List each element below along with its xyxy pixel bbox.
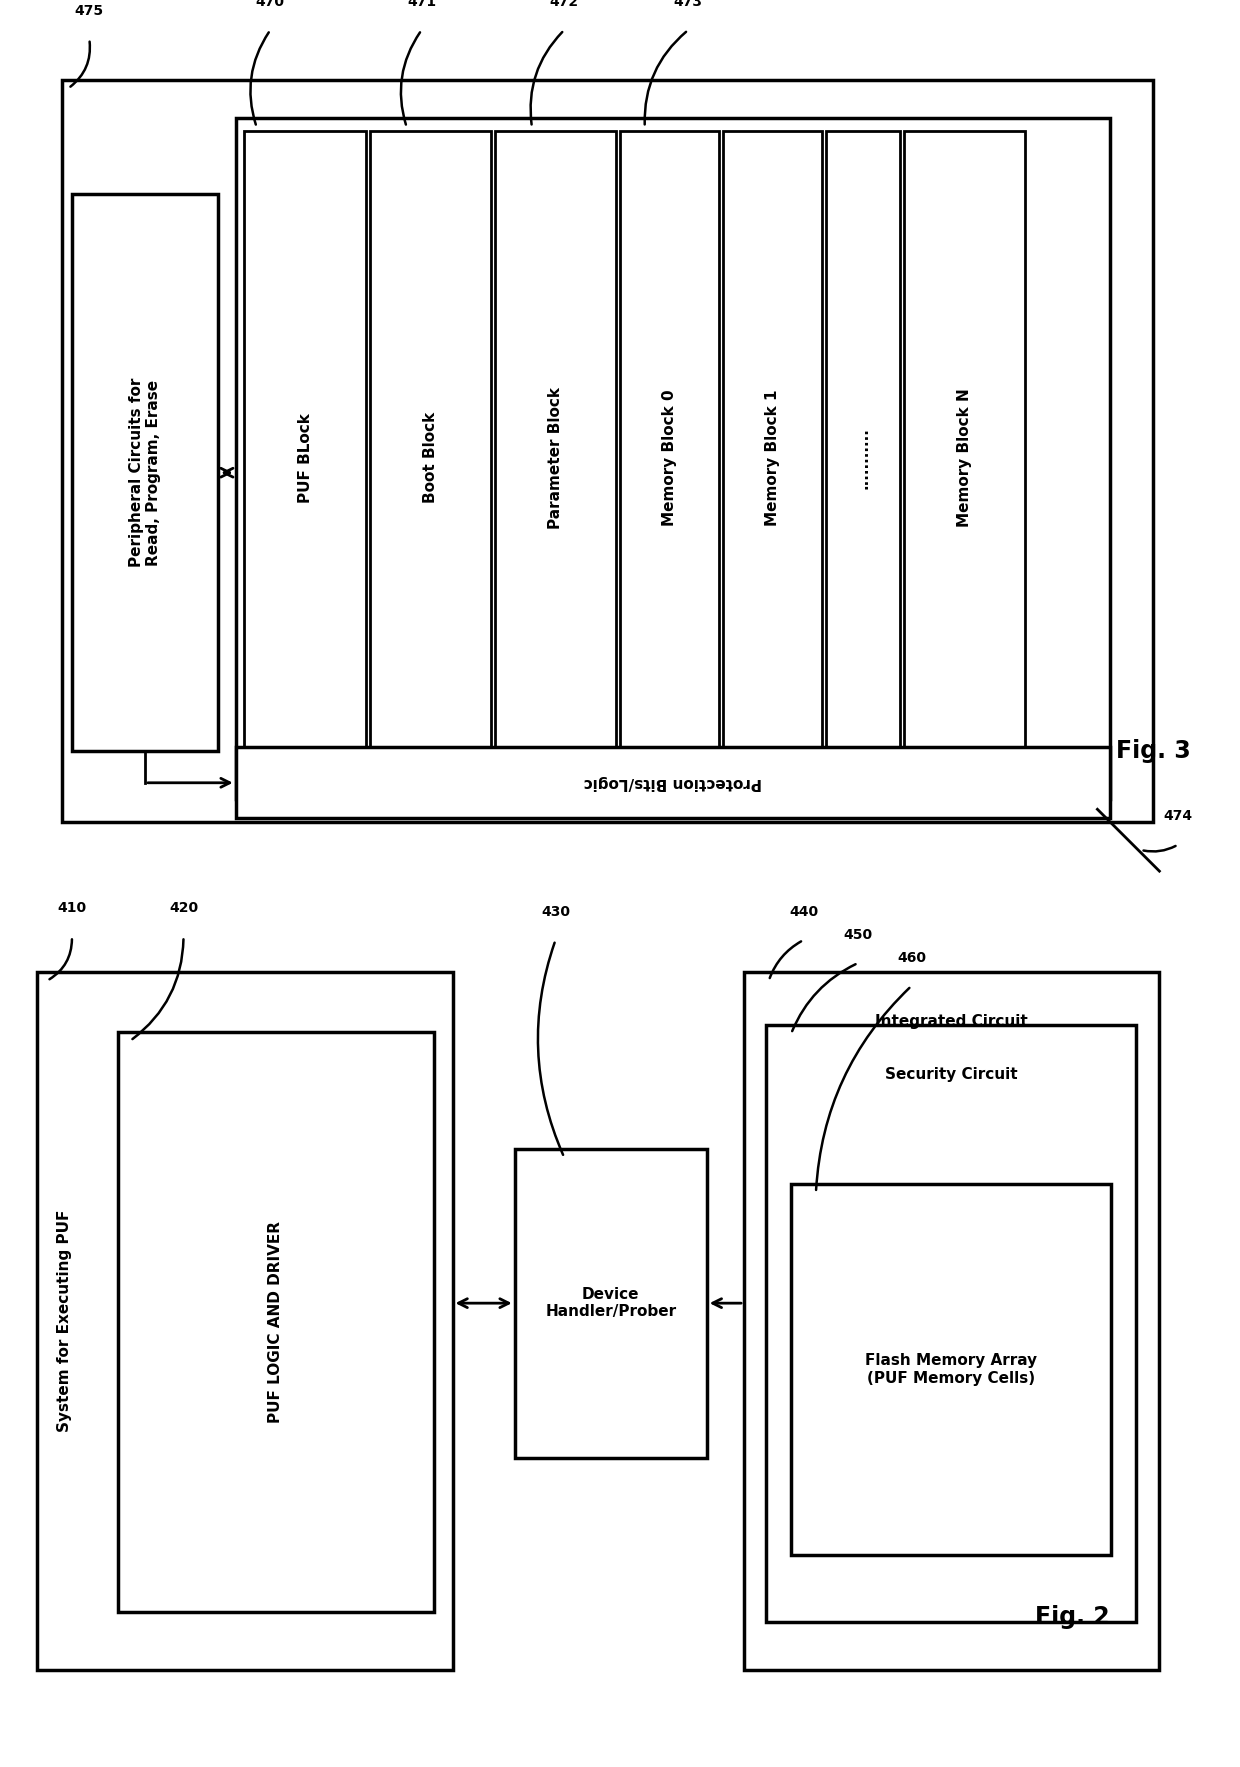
Text: 471: 471 [407, 0, 436, 9]
Bar [236, 118, 1110, 799]
Text: Fig. 2: Fig. 2 [1035, 1604, 1110, 1629]
Text: Protection Bits/Logic: Protection Bits/Logic [584, 776, 761, 790]
Bar [118, 1032, 434, 1612]
Text: 473: 473 [673, 0, 703, 9]
Text: Peripheral Circuits for
Read, Program, Erase: Peripheral Circuits for Read, Program, E… [129, 378, 161, 567]
Text: System for Executing PUF: System for Executing PUF [57, 1210, 72, 1431]
Text: 472: 472 [549, 0, 579, 9]
Bar [723, 131, 822, 785]
Text: 475: 475 [74, 4, 104, 18]
Bar [37, 972, 453, 1670]
Text: Parameter Block: Parameter Block [548, 387, 563, 528]
Bar [495, 131, 616, 785]
Text: Device
Handler/Prober: Device Handler/Prober [546, 1286, 676, 1320]
Bar [370, 131, 491, 785]
Text: Flash Memory Array
(PUF Memory Cells): Flash Memory Array (PUF Memory Cells) [866, 1354, 1037, 1385]
Bar [791, 1184, 1111, 1555]
Text: 460: 460 [897, 951, 926, 965]
Text: 420: 420 [169, 901, 198, 915]
Text: Memory Block 0: Memory Block 0 [662, 389, 677, 527]
Bar [766, 1025, 1136, 1622]
Bar [744, 972, 1159, 1670]
Text: ...........: ........... [856, 426, 870, 489]
Text: Memory Block 1: Memory Block 1 [765, 389, 780, 527]
Text: PUF LOGIC AND DRIVER: PUF LOGIC AND DRIVER [268, 1221, 284, 1422]
Bar [515, 1149, 707, 1458]
Bar [620, 131, 719, 785]
Bar [62, 80, 1153, 822]
Text: 470: 470 [255, 0, 285, 9]
Text: Security Circuit: Security Circuit [885, 1067, 1017, 1081]
Bar [236, 747, 1110, 818]
Bar [244, 131, 366, 785]
Text: Integrated Circuit: Integrated Circuit [875, 1014, 1028, 1028]
Bar [904, 131, 1025, 785]
Text: 410: 410 [57, 901, 87, 915]
Text: 440: 440 [789, 905, 818, 919]
Text: Memory Block N: Memory Block N [957, 389, 972, 527]
Text: PUF BLock: PUF BLock [298, 413, 312, 502]
Text: 430: 430 [541, 905, 570, 919]
Bar [826, 131, 900, 785]
Text: 474: 474 [1163, 809, 1193, 823]
Text: Fig. 3: Fig. 3 [1116, 739, 1190, 763]
Text: Boot Block: Boot Block [423, 412, 438, 504]
Text: 450: 450 [843, 928, 873, 942]
Bar [72, 194, 218, 751]
